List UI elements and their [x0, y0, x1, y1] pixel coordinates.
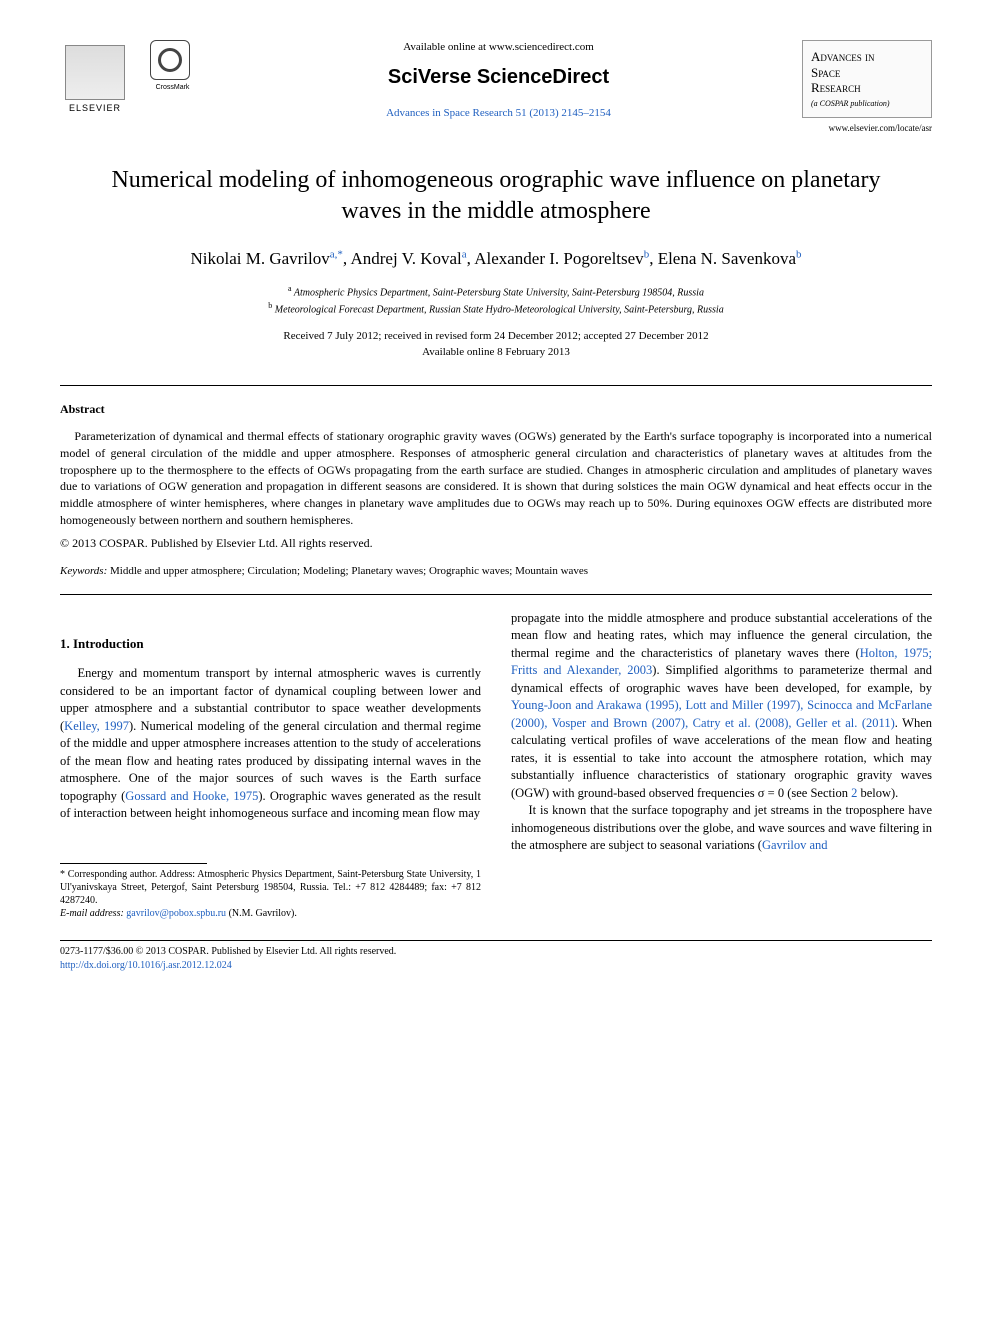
author-3-aff[interactable]: b	[644, 248, 650, 260]
header-left: ELSEVIER CrossMark	[60, 40, 195, 120]
journal-reference-link[interactable]: Advances in Space Research 51 (2013) 214…	[215, 106, 782, 121]
intro-para-2: It is known that the surface topography …	[511, 802, 932, 855]
affiliation-a-text: Atmospheric Physics Department, Saint-Pe…	[294, 287, 704, 298]
journal-brand-line2: Space	[811, 65, 923, 81]
rule-below-keywords	[60, 594, 932, 595]
column-right: propagate into the middle atmosphere and…	[511, 610, 932, 920]
issn-line: 0273-1177/$36.00 © 2013 COSPAR. Publishe…	[60, 945, 932, 959]
crossmark-icon	[150, 40, 190, 80]
affiliation-a: a Atmospheric Physics Department, Saint-…	[60, 283, 932, 300]
rule-above-abstract	[60, 385, 932, 386]
body-columns: 1. Introduction Energy and momentum tran…	[60, 610, 932, 920]
doi-footer: 0273-1177/$36.00 © 2013 COSPAR. Publishe…	[60, 940, 932, 973]
journal-brand-line1: Advances in	[811, 49, 923, 65]
elsevier-logo[interactable]: ELSEVIER	[60, 40, 130, 120]
elsevier-label: ELSEVIER	[69, 102, 121, 115]
intro-para-1-cont: propagate into the middle atmosphere and…	[511, 610, 932, 803]
email-label: E-mail address:	[60, 908, 124, 919]
abstract-heading: Abstract	[60, 401, 932, 418]
doi-link[interactable]: http://dx.doi.org/10.1016/j.asr.2012.12.…	[60, 959, 932, 973]
author-3[interactable]: Alexander I. Pogoreltsev	[474, 249, 643, 268]
header-right-wrapper: Advances in Space Research (a COSPAR pub…	[802, 40, 932, 135]
crossmark-badge[interactable]: CrossMark	[150, 40, 195, 93]
journal-url[interactable]: www.elsevier.com/locate/asr	[802, 122, 932, 135]
affiliation-b: b Meteorological Forecast Department, Ru…	[60, 300, 932, 317]
crossmark-label: CrossMark	[150, 83, 195, 93]
header-row: ELSEVIER CrossMark Available online at w…	[60, 40, 932, 135]
authors-line: Nikolai M. Gavrilova,*, Andrej V. Kovala…	[60, 247, 932, 271]
intro-para-1: Energy and momentum transport by interna…	[60, 665, 481, 823]
journal-brand-box: Advances in Space Research (a COSPAR pub…	[802, 40, 932, 118]
ref-gossard-hooke-1975[interactable]: Gossard and Hooke, 1975	[125, 789, 258, 803]
sciverse-logo-text: SciVerse ScienceDirect	[215, 63, 782, 91]
corresponding-author-footnote: * Corresponding author. Address: Atmosph…	[60, 868, 481, 920]
email-address-link[interactable]: gavrilov@pobox.spbu.ru	[126, 908, 226, 919]
column-left: 1. Introduction Energy and momentum tran…	[60, 610, 481, 920]
keywords-text: Middle and upper atmosphere; Circulation…	[110, 565, 588, 577]
copyright-line: © 2013 COSPAR. Published by Elsevier Ltd…	[60, 535, 932, 552]
article-dates: Received 7 July 2012; received in revise…	[60, 329, 932, 360]
intro-text-3a: It is known that the surface topography …	[511, 803, 932, 852]
dates-online: Available online 8 February 2013	[60, 345, 932, 360]
author-2-aff[interactable]: a	[462, 248, 467, 260]
author-1-corr[interactable]: *	[337, 248, 343, 260]
corr-author-text: * Corresponding author. Address: Atmosph…	[60, 868, 481, 907]
ref-gavrilov[interactable]: Gavrilov and	[762, 838, 828, 852]
available-online-text: Available online at www.sciencedirect.co…	[215, 40, 782, 55]
cospar-subtitle: (a COSPAR publication)	[811, 98, 923, 109]
corr-email-line: E-mail address: gavrilov@pobox.spbu.ru (…	[60, 907, 481, 920]
affiliation-b-text: Meteorological Forecast Department, Russ…	[275, 304, 724, 315]
author-2[interactable]: Andrej V. Koval	[350, 249, 461, 268]
intro-text-2d: below).	[857, 786, 898, 800]
ref-kelley-1997[interactable]: Kelley, 1997	[64, 719, 129, 733]
abstract-body: Parameterization of dynamical and therma…	[60, 428, 932, 529]
dates-received: Received 7 July 2012; received in revise…	[60, 329, 932, 344]
author-1[interactable]: Nikolai M. Gavrilov	[190, 249, 329, 268]
ref-multi-authors[interactable]: Young-Joon and Arakawa (1995), Lott and …	[511, 698, 932, 730]
author-4-aff[interactable]: b	[796, 248, 802, 260]
keywords-label: Keywords:	[60, 565, 107, 577]
footnote-rule	[60, 863, 207, 864]
keywords-line: Keywords: Middle and upper atmosphere; C…	[60, 564, 932, 579]
journal-brand-line3: Research	[811, 80, 923, 96]
article-title: Numerical modeling of inhomogeneous orog…	[100, 165, 892, 227]
header-center: Available online at www.sciencedirect.co…	[195, 40, 802, 122]
email-owner: (N.M. Gavrilov).	[229, 908, 297, 919]
author-4[interactable]: Elena N. Savenkova	[658, 249, 796, 268]
affiliations: a Atmospheric Physics Department, Saint-…	[60, 283, 932, 318]
section-1-heading: 1. Introduction	[60, 635, 481, 653]
elsevier-tree-icon	[65, 45, 125, 100]
